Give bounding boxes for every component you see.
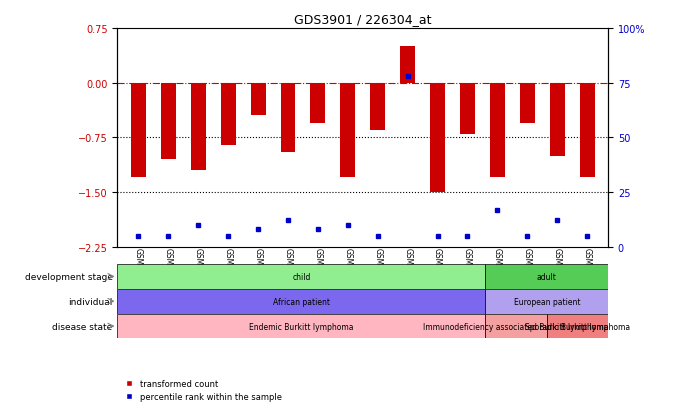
Title: GDS3901 / 226304_at: GDS3901 / 226304_at xyxy=(294,13,431,26)
Bar xyxy=(131,83,146,178)
Bar xyxy=(341,83,355,178)
Text: GSM656467: GSM656467 xyxy=(583,247,591,294)
FancyBboxPatch shape xyxy=(547,314,608,339)
Text: GSM656456: GSM656456 xyxy=(254,247,263,294)
Text: GSM656460: GSM656460 xyxy=(373,247,382,294)
Bar xyxy=(520,83,535,123)
FancyBboxPatch shape xyxy=(117,264,485,289)
FancyBboxPatch shape xyxy=(117,289,485,314)
Text: Sporadic Burkitt lymphoma: Sporadic Burkitt lymphoma xyxy=(525,322,630,331)
FancyBboxPatch shape xyxy=(117,314,485,339)
Text: adult: adult xyxy=(537,272,557,281)
Text: GSM656454: GSM656454 xyxy=(193,247,202,294)
FancyBboxPatch shape xyxy=(485,289,608,314)
Text: GSM656452: GSM656452 xyxy=(134,247,143,293)
Text: GSM656462: GSM656462 xyxy=(433,247,442,293)
Bar xyxy=(460,83,475,134)
Text: Immunodeficiency associated Burkitt lymphoma: Immunodeficiency associated Burkitt lymp… xyxy=(424,322,609,331)
Text: African patient: African patient xyxy=(273,297,330,306)
Bar xyxy=(490,83,505,178)
Bar xyxy=(580,83,595,178)
Text: child: child xyxy=(292,272,311,281)
Text: disease state: disease state xyxy=(53,322,113,331)
Legend: transformed count, percentile rank within the sample: transformed count, percentile rank withi… xyxy=(122,376,285,405)
Text: European patient: European patient xyxy=(513,297,580,306)
Text: GSM656458: GSM656458 xyxy=(314,247,323,293)
Bar xyxy=(220,83,236,145)
Text: GSM656466: GSM656466 xyxy=(553,247,562,294)
Text: individual: individual xyxy=(68,297,113,306)
FancyBboxPatch shape xyxy=(485,314,547,339)
Text: GSM656463: GSM656463 xyxy=(463,247,472,294)
Bar xyxy=(161,83,176,160)
Bar xyxy=(251,83,265,116)
Text: GSM656461: GSM656461 xyxy=(403,247,412,293)
Text: GSM656457: GSM656457 xyxy=(283,247,292,294)
Bar xyxy=(191,83,206,171)
FancyBboxPatch shape xyxy=(485,264,608,289)
Bar xyxy=(281,83,296,152)
Bar xyxy=(430,83,445,192)
Text: GSM656455: GSM656455 xyxy=(224,247,233,294)
Text: GSM656459: GSM656459 xyxy=(343,247,352,294)
Text: Endemic Burkitt lymphoma: Endemic Burkitt lymphoma xyxy=(249,322,354,331)
Bar xyxy=(370,83,385,131)
Bar xyxy=(550,83,565,156)
Bar xyxy=(400,47,415,83)
Text: GSM656464: GSM656464 xyxy=(493,247,502,294)
Text: GSM656453: GSM656453 xyxy=(164,247,173,294)
Bar xyxy=(310,83,325,123)
Text: development stage: development stage xyxy=(25,272,113,281)
Text: GSM656465: GSM656465 xyxy=(523,247,532,294)
